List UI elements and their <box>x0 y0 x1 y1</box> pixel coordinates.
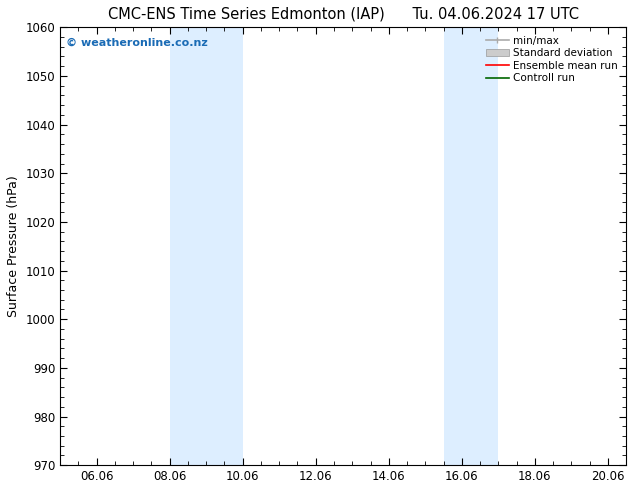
Text: © weatheronline.co.nz: © weatheronline.co.nz <box>66 38 207 48</box>
Y-axis label: Surface Pressure (hPa): Surface Pressure (hPa) <box>7 175 20 317</box>
Legend: min/max, Standard deviation, Ensemble mean run, Controll run: min/max, Standard deviation, Ensemble me… <box>483 32 621 87</box>
Title: CMC-ENS Time Series Edmonton (IAP)      Tu. 04.06.2024 17 UTC: CMC-ENS Time Series Edmonton (IAP) Tu. 0… <box>108 7 579 22</box>
Bar <box>170 27 243 465</box>
Bar <box>444 27 498 465</box>
